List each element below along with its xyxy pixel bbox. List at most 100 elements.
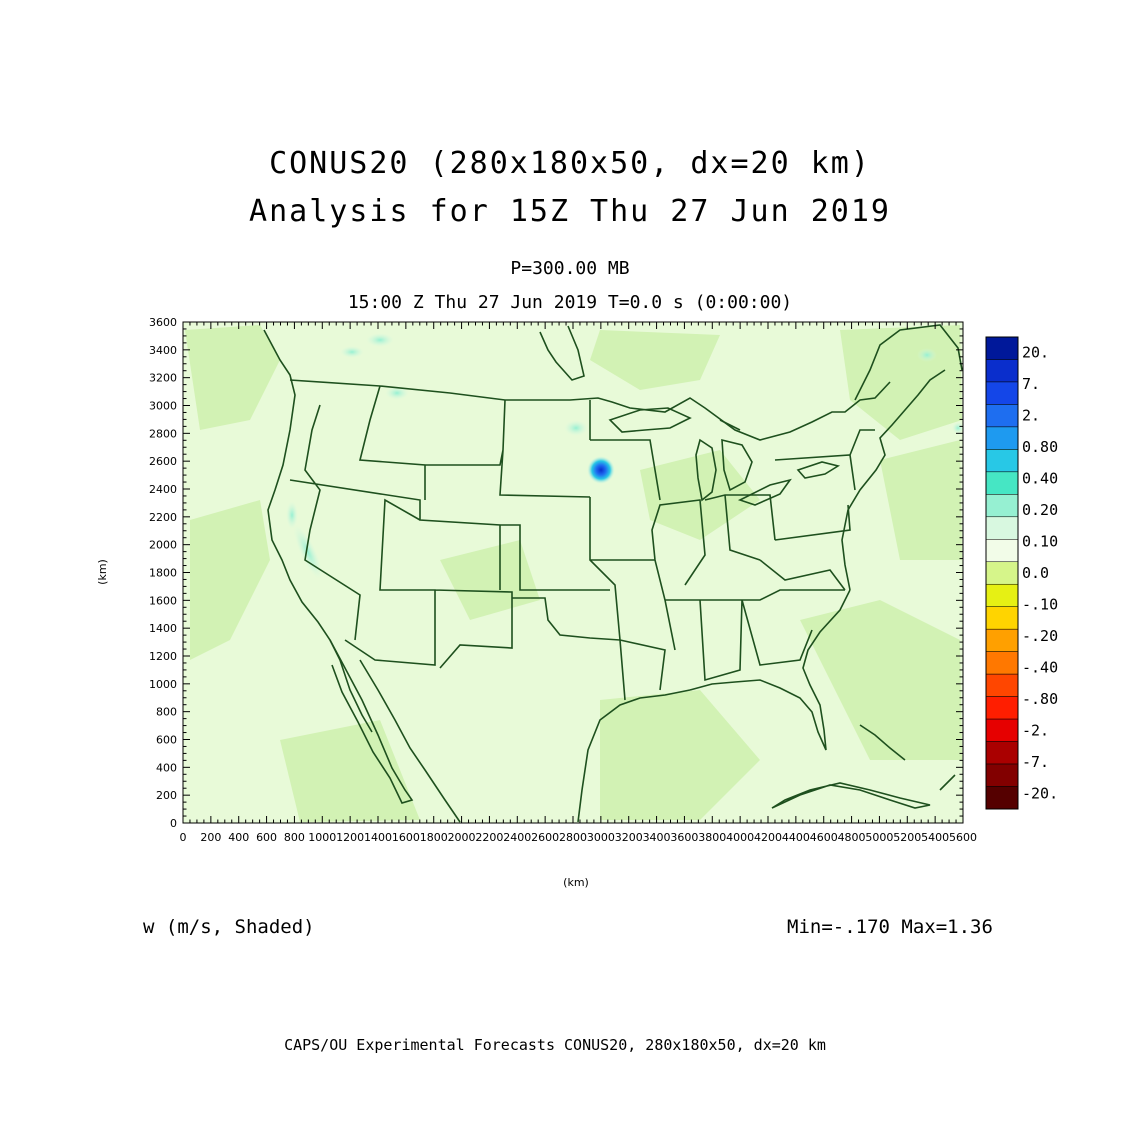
y-tick-label: 600 bbox=[156, 734, 177, 747]
x-tick-label: 3200 bbox=[615, 831, 643, 844]
x-tick-label: 5400 bbox=[921, 831, 949, 844]
field-patch bbox=[600, 690, 760, 820]
colorbar-label: 0.0 bbox=[1022, 564, 1049, 582]
great-lake-superior bbox=[608, 407, 692, 433]
x-tick-label: 1800 bbox=[420, 831, 448, 844]
x-tick-label: 2400 bbox=[503, 831, 531, 844]
x-axis-ticks bbox=[182, 322, 964, 823]
x-tick-label: 5200 bbox=[893, 831, 921, 844]
field-patch bbox=[880, 440, 962, 560]
colorbar-label: 0.10 bbox=[1022, 533, 1058, 551]
boundaries bbox=[263, 324, 963, 823]
x-tick-label: 5600 bbox=[949, 831, 977, 844]
colorbar-label: -.10 bbox=[1022, 595, 1058, 613]
colorbar-labels: 20. 7. 2. 0.80 0.40 0.20 0.10 0.0 -.10 -.20 -.40 -.… bbox=[1022, 344, 1058, 803]
colorbar-swatch bbox=[985, 583, 1019, 607]
field-patch bbox=[640, 450, 760, 540]
y-tick-label: 400 bbox=[156, 761, 177, 774]
x-tick-label: 4800 bbox=[838, 831, 866, 844]
colorbar-label: 20. bbox=[1022, 344, 1049, 362]
x-tick-label: 2200 bbox=[475, 831, 503, 844]
y-tick-label: 3200 bbox=[149, 372, 177, 385]
x-tick-label: 4200 bbox=[754, 831, 782, 844]
updraft-weak bbox=[385, 386, 409, 400]
x-tick-label: 800 bbox=[284, 831, 305, 844]
colorbar-swatch bbox=[985, 628, 1019, 652]
x-tick-label: 1000 bbox=[308, 831, 336, 844]
y-tick-label: 3000 bbox=[149, 400, 177, 413]
colorbar-label: -.40 bbox=[1022, 658, 1058, 676]
colorbar-swatch bbox=[985, 449, 1019, 473]
colorbar-swatch bbox=[985, 381, 1019, 405]
valid-time-label: 15:00 Z Thu 27 Jun 2019 T=0.0 s (0:00:00… bbox=[347, 292, 793, 313]
field-patch bbox=[190, 500, 270, 660]
colorbar-label: 2. bbox=[1022, 407, 1040, 425]
x-tick-label: 1600 bbox=[392, 831, 420, 844]
x-tick-label: 3000 bbox=[587, 831, 615, 844]
plot-title: CONUS20 (280x180x50, dx=20 km) bbox=[269, 146, 871, 181]
colorbar-swatch bbox=[985, 763, 1019, 787]
colorbar-frame bbox=[985, 336, 1019, 810]
updraft-weak bbox=[366, 333, 394, 347]
min-max-label: Min=-.170 Max=1.36 bbox=[787, 916, 993, 938]
x-tick-label: 3800 bbox=[698, 831, 726, 844]
field-patch bbox=[440, 540, 540, 620]
plot-subtitle: Analysis for 15Z Thu 27 Jun 2019 bbox=[249, 194, 891, 229]
y-tick-label: 3600 bbox=[149, 316, 177, 329]
updraft-weak bbox=[564, 420, 588, 436]
coastline-west bbox=[263, 329, 373, 733]
colorbar-swatch bbox=[985, 516, 1019, 540]
colorbar-label: -2. bbox=[1022, 721, 1049, 739]
y-tick-label: 2400 bbox=[149, 483, 177, 496]
x-tick-label: 200 bbox=[200, 831, 221, 844]
great-lake-ontario bbox=[796, 461, 841, 479]
mexico-mainland-coast bbox=[359, 659, 461, 823]
colorbar bbox=[985, 336, 1019, 810]
y-tick-label: 1800 bbox=[149, 567, 177, 580]
y-tick-label: 1400 bbox=[149, 622, 177, 635]
colorbar-swatch bbox=[985, 718, 1019, 742]
colorbar-swatch bbox=[985, 673, 1019, 697]
x-tick-label: 3600 bbox=[670, 831, 698, 844]
x-tick-label: 2000 bbox=[448, 831, 476, 844]
colorbar-swatch bbox=[985, 494, 1019, 518]
x-tick-label: 4400 bbox=[782, 831, 810, 844]
updraft-weak bbox=[286, 501, 298, 529]
x-tick-label: 4600 bbox=[810, 831, 838, 844]
variable-label: w (m/s, Shaded) bbox=[143, 916, 315, 938]
y-tick-label: 0 bbox=[170, 817, 177, 830]
x-tick-label: 600 bbox=[256, 831, 277, 844]
x-tick-label: 1200 bbox=[336, 831, 364, 844]
x-axis-tick-labels: 0 200 400 600 800 1000 1200 1400 1600 1800 2000 220… bbox=[180, 831, 978, 844]
colorbar-label: -.80 bbox=[1022, 690, 1058, 708]
field-patch bbox=[185, 325, 280, 430]
gulf-coast-east bbox=[689, 589, 851, 751]
y-tick-label: 2800 bbox=[149, 427, 177, 440]
colorbar-swatch bbox=[985, 561, 1019, 585]
y-tick-label: 200 bbox=[156, 789, 177, 802]
colorbar-swatch bbox=[985, 539, 1019, 563]
updraft-weak bbox=[952, 422, 963, 434]
colorbar-swatch bbox=[985, 651, 1019, 675]
colorbar-label: -7. bbox=[1022, 753, 1049, 771]
y-tick-label: 1000 bbox=[149, 678, 177, 691]
updraft-weak bbox=[340, 346, 364, 358]
field-patch bbox=[590, 330, 720, 390]
y-tick-label: 1200 bbox=[149, 650, 177, 663]
colorbar-swatch bbox=[985, 359, 1019, 383]
y-tick-label: 1600 bbox=[149, 594, 177, 607]
hudson-coast bbox=[539, 325, 585, 381]
updraft-max bbox=[587, 456, 615, 484]
colorbar-swatch bbox=[985, 696, 1019, 720]
cuba bbox=[771, 782, 931, 809]
colorbar-swatch bbox=[985, 404, 1019, 428]
field-patch bbox=[800, 600, 962, 760]
colorbar-swatch bbox=[985, 426, 1019, 450]
x-tick-label: 0 bbox=[180, 831, 187, 844]
x-tick-label: 1400 bbox=[364, 831, 392, 844]
x-axis-label: (km) bbox=[563, 876, 589, 889]
x-tick-label: 3400 bbox=[643, 831, 671, 844]
footer-credit: CAPS/OU Experimental Forecasts CONUS20, … bbox=[284, 1036, 826, 1054]
colorbar-label: 7. bbox=[1022, 375, 1040, 393]
